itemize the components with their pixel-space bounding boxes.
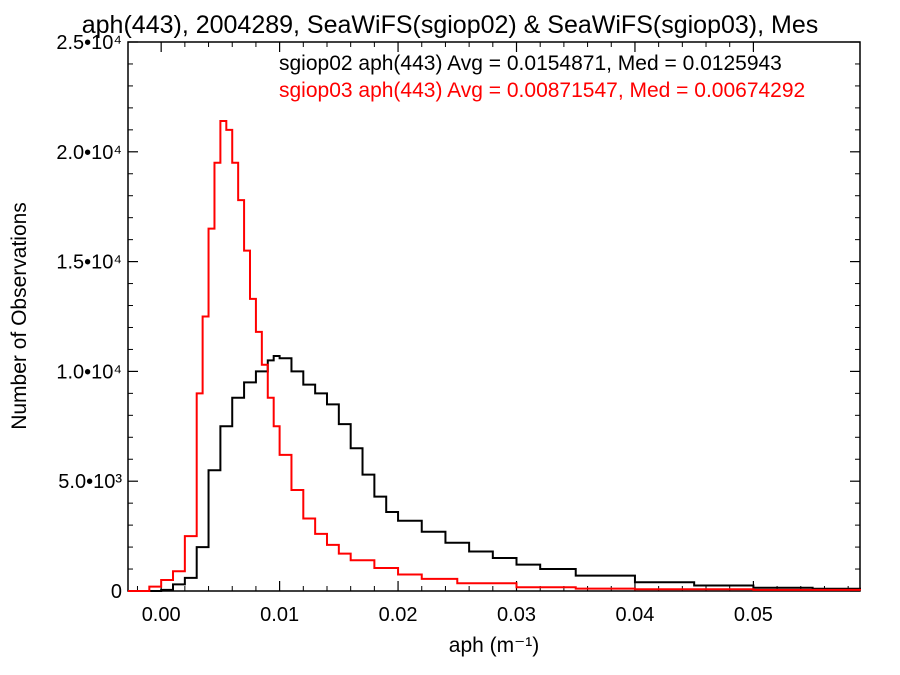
y-tick-label-2: 1.0•10⁴: [56, 361, 122, 383]
annotation-sgiop02-stats: sgiop02 aph(443) Avg = 0.0154871, Med = …: [279, 52, 782, 75]
chart-title: aph(443), 2004289, SeaWiFS(sgiop02) & Se…: [82, 11, 818, 39]
x-axis-label: aph (m⁻¹): [449, 634, 539, 657]
x-tick-label-1: 0.01: [260, 604, 299, 626]
plot-frame: [127, 41, 861, 592]
x-tick-label-3: 0.03: [497, 604, 536, 626]
y-tick-label-1: 5.0•10³: [58, 471, 122, 493]
y-tick-label-5: 2.5•10⁴: [56, 32, 122, 54]
y-tick-label-3: 1.5•10⁴: [56, 252, 122, 274]
series-line-1: [128, 120, 861, 592]
y-tick-label-0: 0: [111, 581, 122, 603]
series-group: [128, 120, 861, 592]
x-axis-ticks: 0.00 0.01 0.02 0.03 0.04 0.05: [136, 42, 849, 626]
x-tick-label-2: 0.02: [379, 604, 418, 626]
stats-annotations: sgiop02 aph(443) Avg = 0.0154871, Med = …: [279, 52, 805, 102]
x-tick-label-0: 0.00: [142, 604, 181, 626]
y-axis-label: Number of Observations: [8, 202, 31, 430]
y-axis-ticks: 0 5.0•10³ 1.0•10⁴ 1.5•10⁴ 2.0•10⁴ 2.5•10⁴: [56, 32, 860, 603]
x-tick-label-4: 0.04: [615, 604, 654, 626]
x-tick-label-5: 0.05: [734, 604, 773, 626]
series-line-0: [128, 355, 861, 592]
annotation-sgiop03-stats: sgiop03 aph(443) Avg = 0.00871547, Med =…: [279, 79, 805, 102]
y-tick-label-4: 2.0•10⁴: [56, 142, 122, 164]
